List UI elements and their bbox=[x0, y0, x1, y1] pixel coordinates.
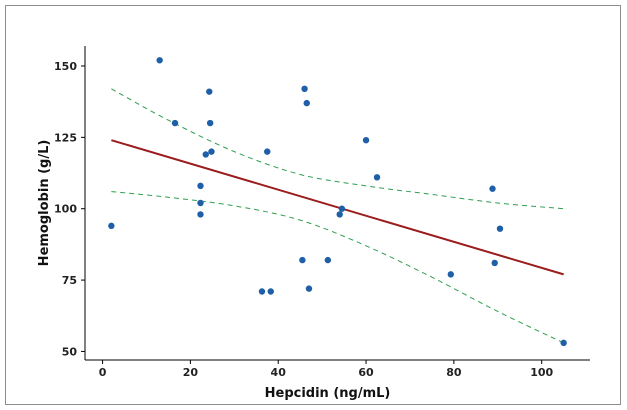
data-point bbox=[301, 85, 308, 93]
y-ticks: 50 75 100 125 150 bbox=[54, 60, 85, 358]
data-point bbox=[171, 119, 179, 127]
data-point bbox=[156, 57, 163, 64]
upper-confidence-band bbox=[111, 88, 564, 210]
x-tick-label: 80 bbox=[446, 366, 462, 379]
x-tick-label: 40 bbox=[271, 366, 287, 379]
data-point bbox=[447, 271, 454, 278]
data-point bbox=[560, 339, 567, 347]
data-point bbox=[258, 288, 266, 295]
data-point bbox=[267, 288, 274, 295]
data-point bbox=[299, 256, 306, 264]
data-point bbox=[208, 148, 215, 155]
data-point bbox=[324, 256, 332, 264]
data-points bbox=[108, 57, 567, 347]
regression-line bbox=[111, 139, 564, 276]
data-point bbox=[206, 88, 213, 95]
data-point bbox=[206, 119, 214, 127]
x-tick-label: 20 bbox=[183, 366, 199, 379]
data-point bbox=[373, 174, 381, 181]
x-axis-title: Hepcidin (ng/mL) bbox=[265, 386, 391, 401]
data-point bbox=[362, 137, 370, 144]
y-tick-label: 75 bbox=[62, 274, 77, 287]
data-point bbox=[202, 151, 209, 158]
x-tick-label: 60 bbox=[358, 366, 374, 379]
data-point bbox=[108, 222, 115, 230]
x-tick-label: 100 bbox=[530, 366, 553, 379]
chart-frame bbox=[5, 5, 621, 405]
y-tick-label: 100 bbox=[54, 203, 77, 216]
data-point bbox=[491, 259, 498, 267]
y-tick-label: 125 bbox=[54, 131, 77, 144]
data-point bbox=[197, 199, 204, 207]
data-point bbox=[197, 211, 204, 218]
x-ticks: 0 20 40 60 80 100 bbox=[99, 360, 554, 379]
data-point bbox=[303, 99, 310, 107]
data-point bbox=[336, 211, 343, 218]
data-point bbox=[197, 182, 204, 190]
data-point bbox=[496, 225, 504, 232]
y-axis-title: Hemoglobin (g/L) bbox=[37, 140, 52, 267]
data-point bbox=[338, 205, 346, 212]
y-tick-label: 50 bbox=[62, 345, 78, 358]
regression-line-group bbox=[111, 139, 564, 276]
data-point bbox=[305, 285, 313, 292]
data-point bbox=[264, 148, 271, 155]
x-tick-label: 0 bbox=[99, 366, 107, 379]
y-tick-label: 150 bbox=[54, 60, 77, 73]
data-point bbox=[489, 185, 496, 192]
